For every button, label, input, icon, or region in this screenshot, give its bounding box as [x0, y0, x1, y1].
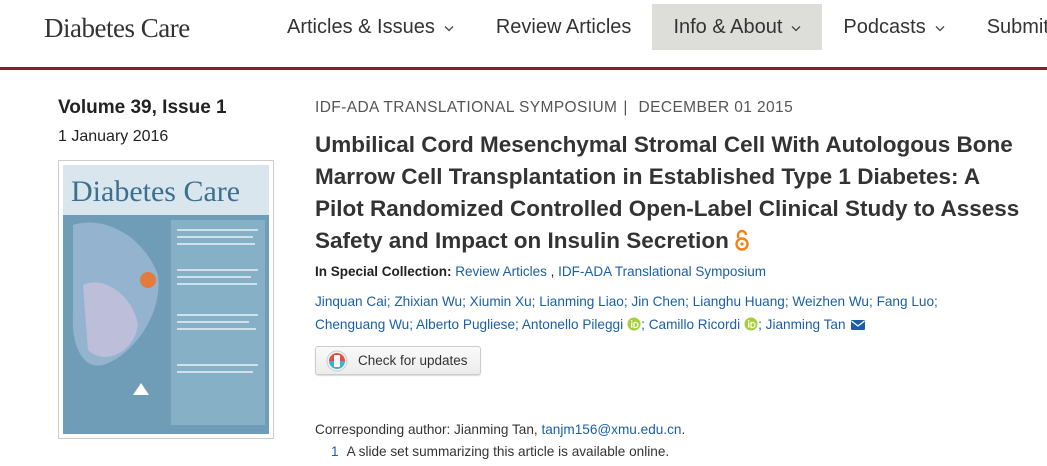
cover-art: Diabetes Care — [63, 165, 269, 434]
author-separator: ; — [641, 317, 645, 332]
author-separator: ; — [515, 317, 519, 332]
author: Chenguang Wu; — [315, 317, 413, 332]
author-separator: ; — [869, 294, 873, 309]
nav: Articles & Issues Review Articles Info & A… — [266, 4, 1047, 50]
author-link[interactable]: Jinquan Cai — [315, 294, 387, 309]
author: Alberto Pugliese; — [416, 317, 519, 332]
title-text: Umbilical Cord Mesenchymal Stromal Cell … — [315, 132, 1020, 253]
article-date: DECEMBER 01 2015 — [638, 99, 794, 116]
article-category: IDF-ADA TRANSLATIONAL SYMPOSIUM — [315, 99, 618, 116]
author-separator: ; — [623, 294, 628, 309]
meta-separator: | — [623, 99, 628, 116]
footnote-marker[interactable]: 1 — [331, 444, 339, 459]
dropdown-chevron — [444, 26, 454, 32]
author: Lianming Liao; — [539, 294, 627, 309]
author-link[interactable]: Fang Luo — [876, 294, 935, 309]
nav-item[interactable]: Articles & Issues — [266, 4, 475, 50]
collection-separator: , — [550, 264, 555, 279]
crossmark-icon — [326, 350, 348, 371]
open-access-icon — [735, 229, 749, 251]
author-separator: ; — [784, 294, 789, 309]
author-separator: ; — [685, 294, 689, 309]
orcid-icon — [627, 317, 641, 331]
author-separator: ; — [531, 294, 536, 309]
author-link[interactable]: Xiumin Xu — [469, 294, 532, 309]
author: Fang Luo; — [877, 294, 938, 309]
logo[interactable]: Diabetes Care — [44, 13, 190, 43]
email-end: . — [681, 422, 686, 437]
article-title: Umbilical Cord Mesenchymal Stromal Cell … — [315, 129, 1030, 257]
author: Xiumin Xu; — [470, 294, 536, 309]
email-icon — [850, 320, 865, 330]
author-link[interactable]: Jianming Tan — [765, 317, 846, 332]
author: Jianming Tan — [766, 317, 866, 332]
author-link[interactable]: Chenguang Wu — [315, 317, 410, 332]
collection-link[interactable]: Review Articles — [455, 264, 547, 279]
author: Antonello Pileggi; — [522, 317, 645, 332]
nav-label: Podcasts — [843, 16, 926, 38]
orcid-icon — [744, 317, 758, 331]
author-link[interactable]: Weizhen Wu — [792, 294, 869, 309]
author: Lianghu Huang; — [693, 294, 789, 309]
collection-label: In Special Collection: — [315, 264, 452, 279]
author-link[interactable]: Camillo Ricordi — [648, 317, 741, 332]
author: Weizhen Wu; — [792, 294, 872, 309]
author-separator: ; — [386, 294, 391, 309]
article-header: IDF-ADA TRANSLATIONAL SYMPOSIUM | DECEMBE… — [315, 99, 1030, 378]
header-rule — [0, 67, 1047, 70]
footnote: 1 A slide set summarizing this article is… — [331, 444, 669, 459]
author-link[interactable]: Alberto Pugliese — [416, 317, 516, 332]
author-list: Jinquan Cai; Zhixian Wu; Xiumin Xu; Lian… — [315, 290, 965, 336]
nav-label: Info & About — [673, 16, 783, 38]
author-separator: ; — [462, 294, 466, 309]
corresponding-author: Corresponding author: Jianming Tan, tanj… — [315, 422, 685, 437]
author: Camillo Ricordi; — [649, 317, 762, 332]
dropdown-chevron — [791, 26, 801, 32]
author-separator: ; — [758, 317, 762, 332]
article-meta: IDF-ADA TRANSLATIONAL SYMPOSIUM | DECEMBE… — [315, 99, 1030, 117]
cover-title: Diabetes Care — [71, 175, 240, 208]
issue-volume: Volume 39, Issue 1 — [58, 97, 227, 118]
author: Jin Chen; — [631, 294, 688, 309]
check-updates-label: Check for updates — [358, 353, 468, 368]
nav-item[interactable]: Review Articles — [475, 4, 653, 50]
author-separator: ; — [934, 294, 938, 309]
nav-label: Submit — [986, 16, 1047, 38]
author-link[interactable]: Lianming Liao — [539, 294, 624, 309]
issue-date: 1 January 2016 — [58, 128, 169, 145]
cover-image[interactable]: Diabetes Care — [58, 160, 274, 439]
collection-link[interactable]: IDF-ADA Translational Symposium — [558, 264, 766, 279]
nav-label: Articles & Issues — [287, 16, 435, 38]
check-updates-button[interactable]: Check for updates — [315, 346, 481, 375]
nav-item[interactable]: Info & About — [652, 4, 823, 50]
author: Jinquan Cai; — [315, 294, 391, 309]
corresponding-label: Corresponding author: Jianming Tan, — [315, 422, 538, 437]
nav-item[interactable]: Submit — [966, 4, 1047, 50]
author-link[interactable]: Lianghu Huang — [692, 294, 785, 309]
author-separator: ; — [409, 317, 414, 332]
header: Diabetes Care Articles & Issues Review Ar… — [0, 0, 1047, 67]
nav-label: Review Articles — [495, 16, 632, 38]
author-link[interactable]: Antonello Pileggi — [521, 317, 624, 332]
author-link[interactable]: Zhixian Wu — [394, 294, 463, 309]
nav-item[interactable]: Podcasts — [822, 4, 965, 50]
special-collection: In Special Collection: Review Articles ,… — [315, 264, 1030, 279]
email-link[interactable]: tanjm156@xmu.edu.cn — [541, 422, 682, 437]
footnote-text: A slide set summarizing this article is … — [346, 444, 670, 459]
author: Zhixian Wu; — [394, 294, 466, 309]
dropdown-chevron — [935, 26, 945, 32]
author-link[interactable]: Jin Chen — [631, 294, 686, 309]
